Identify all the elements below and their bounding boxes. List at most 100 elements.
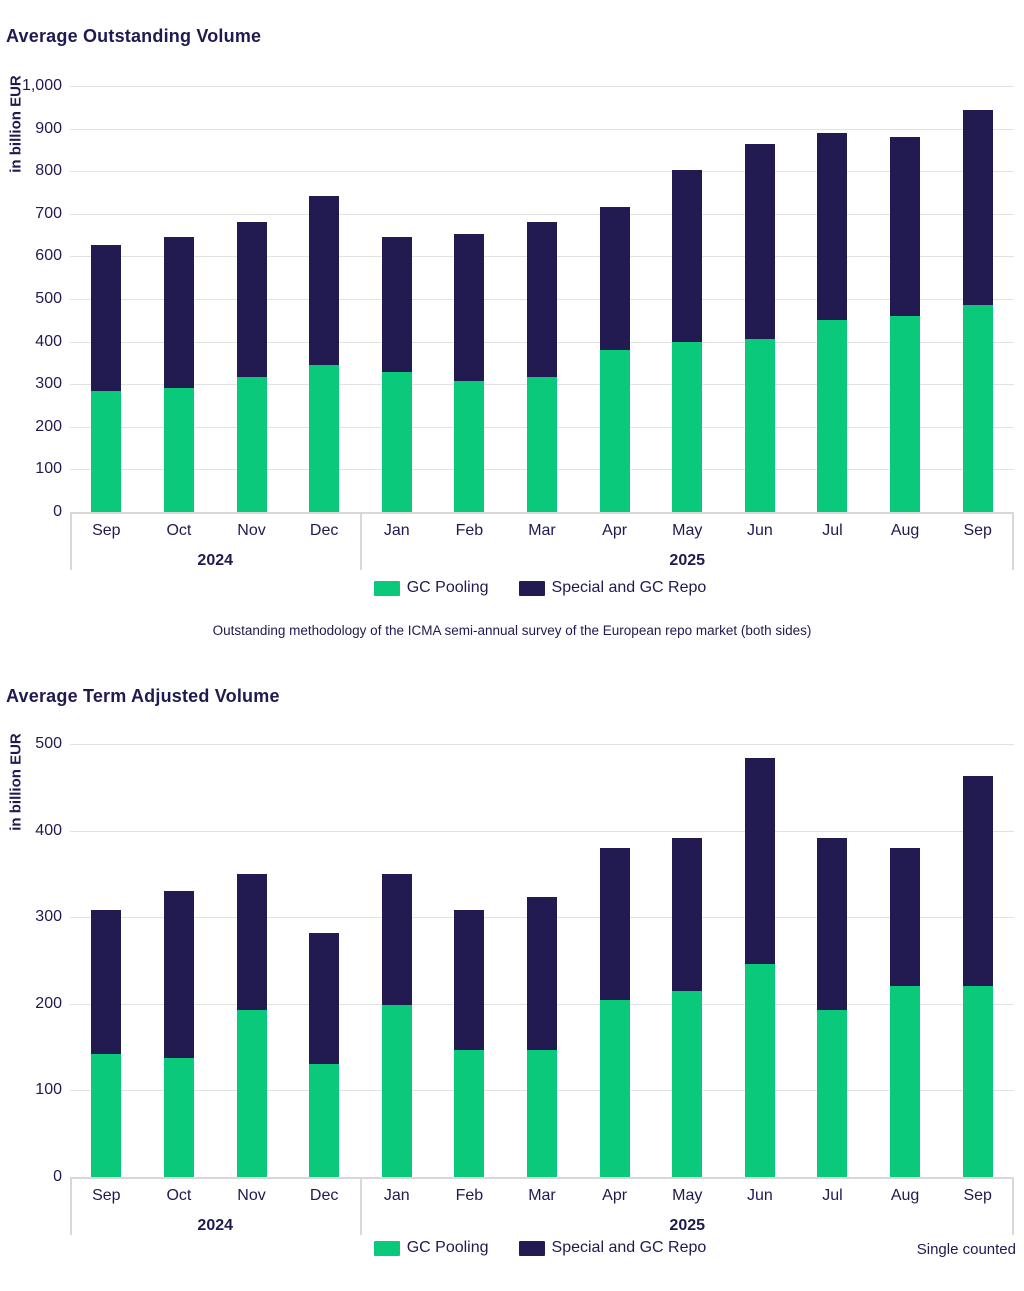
bar-segment-special-and-gc-repo — [672, 838, 703, 991]
legend-item-special-gc-repo: Special and GC Repo — [518, 1239, 707, 1257]
axis-group-separator — [360, 514, 363, 570]
bar-segment-gc-pooling — [672, 990, 703, 1177]
bar-segment-gc-pooling — [454, 1049, 485, 1177]
axis-group-separator — [1012, 514, 1014, 570]
bar-segment-gc-pooling — [744, 339, 775, 512]
bar-segment-gc-pooling — [890, 986, 921, 1177]
legend-label-special-gc-repo: Special and GC Repo — [551, 1239, 707, 1256]
bar-segment-gc-pooling — [91, 1054, 122, 1177]
legend-item-gc-pooling: GC Pooling — [373, 1239, 489, 1257]
axis-group-separator — [70, 514, 72, 570]
x-tick-label: Apr — [602, 522, 628, 539]
x-tick-label: May — [672, 1187, 703, 1204]
x-tick-label: Sep — [92, 522, 121, 539]
methodology-footnote: Outstanding methodology of the ICMA semi… — [212, 623, 812, 638]
bar-segment-gc-pooling — [962, 986, 993, 1177]
bar-segment-gc-pooling — [890, 316, 921, 512]
x-tick-label: Sep — [963, 522, 992, 539]
x-tick-label: Sep — [963, 1187, 992, 1204]
bar-segment-special-and-gc-repo — [527, 897, 557, 1050]
year-group-label: 2025 — [669, 552, 706, 569]
y-tick-label: 800 — [35, 162, 62, 180]
y-tick-label: 500 — [35, 290, 62, 307]
y-tick-label: 400 — [35, 821, 62, 839]
bar-segment-special-and-gc-repo — [236, 873, 267, 1010]
gridline — [70, 86, 1014, 87]
bar-segment-special-and-gc-repo — [91, 910, 122, 1055]
bar-segment-special-and-gc-repo — [236, 222, 267, 377]
chart1-legend: GC Pooling Special and GC Repo — [0, 579, 1024, 597]
bar-segment-special-and-gc-repo — [454, 910, 485, 1050]
bar-segment-gc-pooling — [381, 1004, 412, 1177]
chart1-y-axis-ticks: 0 100 200 300 400 500 600 700 800 900 1,000 — [0, 77, 62, 520]
bar-segment-special-and-gc-repo — [163, 237, 194, 388]
chart2-x-axis: Sep Oct Nov Dec Jan Feb Mar Apr May Jun Jul Aug Sep 2… — [70, 1179, 1014, 1241]
legend-item-special-gc-repo: Special and GC Repo — [518, 579, 706, 597]
bar-segment-special-and-gc-repo — [817, 838, 848, 1010]
chart2-plot-area — [70, 744, 1014, 1179]
gridline — [70, 213, 1014, 215]
bar-segment-special-and-gc-repo — [527, 222, 557, 377]
bar-segment-gc-pooling — [672, 342, 703, 512]
x-tick-label: Apr — [602, 1187, 628, 1204]
y-tick-label: 100 — [35, 1081, 62, 1099]
y-tick-label: 0 — [53, 1168, 62, 1185]
chart2-title: Average Term Adjusted Volume — [6, 686, 280, 706]
bar-segment-gc-pooling — [454, 380, 485, 512]
bar-segment-special-and-gc-repo — [817, 132, 848, 321]
bar-segment-special-and-gc-repo — [599, 207, 630, 351]
bar-segment-gc-pooling — [817, 320, 848, 512]
x-tick-label: Nov — [237, 1187, 266, 1204]
y-tick-label: 900 — [35, 119, 62, 137]
x-tick-label: Jul — [822, 1187, 843, 1204]
x-tick-label: Mar — [528, 522, 556, 539]
bar-segment-special-and-gc-repo — [163, 891, 194, 1059]
gridline — [70, 830, 1014, 832]
x-tick-label: Jun — [746, 1187, 773, 1204]
year-group-label: 2024 — [197, 552, 234, 569]
bar-segment-special-and-gc-repo — [744, 757, 775, 964]
x-tick-label: Sep — [92, 1187, 121, 1204]
x-tick-label: Jul — [822, 522, 843, 539]
legend-item-gc-pooling: GC Pooling — [373, 579, 489, 597]
gridline — [70, 171, 1014, 173]
bar-segment-gc-pooling — [309, 365, 340, 512]
bar-segment-gc-pooling — [599, 1000, 630, 1177]
legend-label-gc-pooling: GC Pooling — [406, 1239, 489, 1256]
gc-pooling-swatch-icon — [373, 1240, 400, 1256]
x-tick-label: Dec — [309, 1187, 339, 1204]
bar-segment-special-and-gc-repo — [744, 144, 775, 340]
y-tick-label: 300 — [35, 375, 62, 393]
bar-segment-gc-pooling — [381, 372, 412, 512]
bar-segment-gc-pooling — [527, 1049, 557, 1177]
y-tick-label: 200 — [35, 417, 62, 435]
x-tick-label: Aug — [890, 522, 920, 539]
y-tick-label: 1,000 — [21, 77, 62, 94]
y-tick-label: 400 — [35, 332, 62, 350]
bar-segment-gc-pooling — [236, 1009, 267, 1177]
x-tick-label: Dec — [309, 522, 339, 539]
chart1-plot-area — [70, 86, 1014, 514]
special-gc-repo-swatch-icon — [518, 1240, 545, 1256]
bar-segment-gc-pooling — [309, 1063, 340, 1177]
bar-segment-gc-pooling — [163, 1058, 194, 1177]
legend-label-gc-pooling: GC Pooling — [406, 579, 489, 596]
bar-segment-special-and-gc-repo — [962, 110, 993, 305]
bar-segment-special-and-gc-repo — [599, 847, 630, 1001]
axis-group-separator — [70, 1179, 72, 1235]
x-tick-label: Jun — [746, 522, 773, 539]
chart2-legend: GC Pooling Special and GC Repo — [0, 1239, 1024, 1257]
bar-segment-gc-pooling — [744, 963, 775, 1177]
gridline — [70, 128, 1014, 130]
y-tick-label: 700 — [35, 204, 62, 222]
x-tick-label: Nov — [237, 522, 266, 539]
bar-segment-special-and-gc-repo — [91, 244, 122, 392]
bar-segment-special-and-gc-repo — [309, 196, 340, 366]
chart1-title: Average Outstanding Volume — [6, 26, 262, 46]
y-tick-label: 100 — [35, 460, 62, 478]
bar-segment-special-and-gc-repo — [381, 237, 412, 373]
gridline — [70, 744, 1014, 745]
year-group-label: 2025 — [669, 1217, 706, 1234]
chart2-y-axis-ticks: 0 100 200 300 400 500 — [0, 735, 62, 1185]
bar-segment-gc-pooling — [817, 1009, 848, 1177]
